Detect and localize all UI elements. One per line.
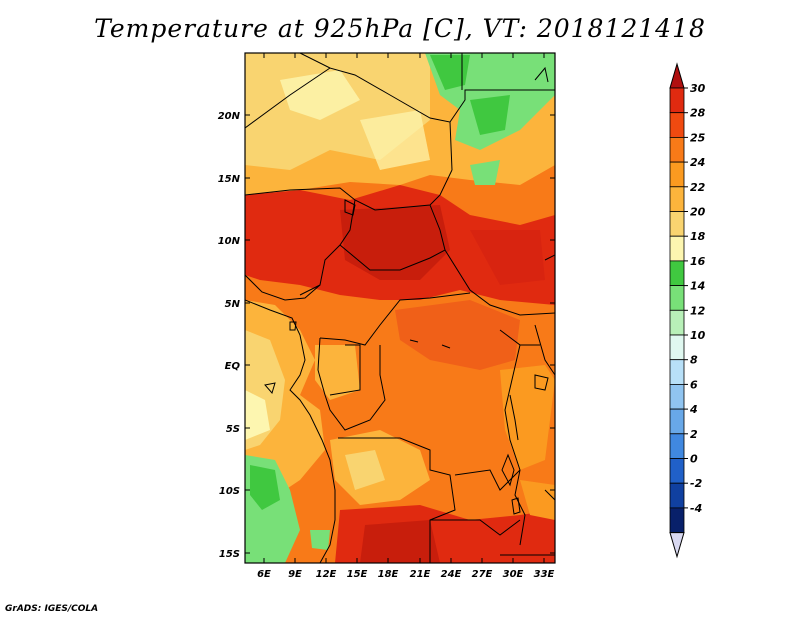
colorbar-swatch bbox=[669, 334, 685, 361]
colorbar-swatch bbox=[669, 260, 685, 286]
colorbar-swatch bbox=[669, 408, 685, 435]
lon-label: 18E bbox=[378, 569, 399, 580]
colorbar-swatch bbox=[669, 87, 685, 114]
colorbar-label: 24 bbox=[690, 156, 705, 169]
lat-label: 5N bbox=[225, 299, 241, 310]
colorbar-label: 14 bbox=[690, 280, 705, 293]
colorbar-swatch bbox=[669, 383, 685, 410]
colorbar-label: 20 bbox=[690, 206, 706, 219]
lat-label: 10N bbox=[218, 236, 241, 247]
colorbar-swatch bbox=[669, 309, 685, 336]
colorbar-label: 30 bbox=[690, 82, 706, 95]
colorbar-label: 12 bbox=[690, 304, 706, 317]
colorbar-label: 16 bbox=[690, 255, 706, 268]
colorbar-label: 28 bbox=[690, 107, 706, 120]
lon-label: 33E bbox=[534, 569, 555, 580]
map-title: Temperature at 925hPa [C], VT: 201812141… bbox=[94, 14, 706, 43]
grads-credit: GrADS: IGES/COLA bbox=[5, 604, 99, 614]
colorbar-label: 10 bbox=[690, 329, 706, 342]
colorbar-swatch bbox=[669, 235, 685, 262]
lon-label: 15E bbox=[347, 569, 368, 580]
colorbar-swatch bbox=[669, 359, 685, 385]
colorbar-swatch bbox=[669, 482, 685, 509]
lon-label: 12E bbox=[316, 569, 337, 580]
colorbar-label: 18 bbox=[690, 230, 706, 243]
lon-label: 6E bbox=[257, 569, 271, 580]
colorbar-label: 8 bbox=[690, 354, 698, 367]
lat-label: 10S bbox=[219, 486, 240, 497]
latitude-axis: 20N 15N 10N 5N EQ 5S 10S 15S bbox=[218, 111, 555, 560]
colorbar-label: -4 bbox=[690, 502, 702, 515]
lon-label: 9E bbox=[288, 569, 302, 580]
longitude-axis: 6E 9E 12E 15E 18E 21E 24E 27E 30E 33E bbox=[257, 53, 555, 580]
lat-label: 15S bbox=[219, 549, 240, 560]
lon-label: 24E bbox=[441, 569, 462, 580]
colorbar-swatch bbox=[669, 211, 685, 237]
colorbar-swatch bbox=[669, 433, 685, 459]
colorbar-swatch bbox=[669, 458, 685, 484]
colorbar-top-arrow bbox=[669, 62, 685, 89]
lon-label: 30E bbox=[503, 569, 524, 580]
colorbar-swatch bbox=[669, 285, 685, 311]
lon-label: 21E bbox=[410, 569, 431, 580]
colorbar-label: 25 bbox=[690, 131, 706, 144]
colorbar-swatch bbox=[669, 507, 685, 533]
colorbar-swatch bbox=[669, 112, 685, 138]
lat-label: EQ bbox=[225, 361, 241, 372]
temperature-field bbox=[245, 53, 555, 563]
colorbar-label: 0 bbox=[690, 453, 698, 466]
lat-label: 15N bbox=[218, 174, 241, 185]
lon-label: 27E bbox=[472, 569, 493, 580]
colorbar-label: 4 bbox=[689, 403, 698, 416]
colorbar-swatch bbox=[669, 136, 685, 163]
colorbar-label: 2 bbox=[690, 428, 698, 441]
colorbar-swatch bbox=[669, 186, 685, 212]
lat-label: 5S bbox=[226, 424, 240, 435]
colorbar-label: 22 bbox=[690, 181, 706, 194]
map-frame bbox=[244, 52, 556, 564]
lat-label: 20N bbox=[218, 111, 241, 122]
colorbar-label: 6 bbox=[690, 378, 698, 391]
country-borders bbox=[245, 53, 555, 563]
colorbar-bottom-arrow bbox=[669, 532, 685, 559]
colorbar-swatch bbox=[669, 161, 685, 188]
colorbar-label: -2 bbox=[690, 477, 703, 490]
